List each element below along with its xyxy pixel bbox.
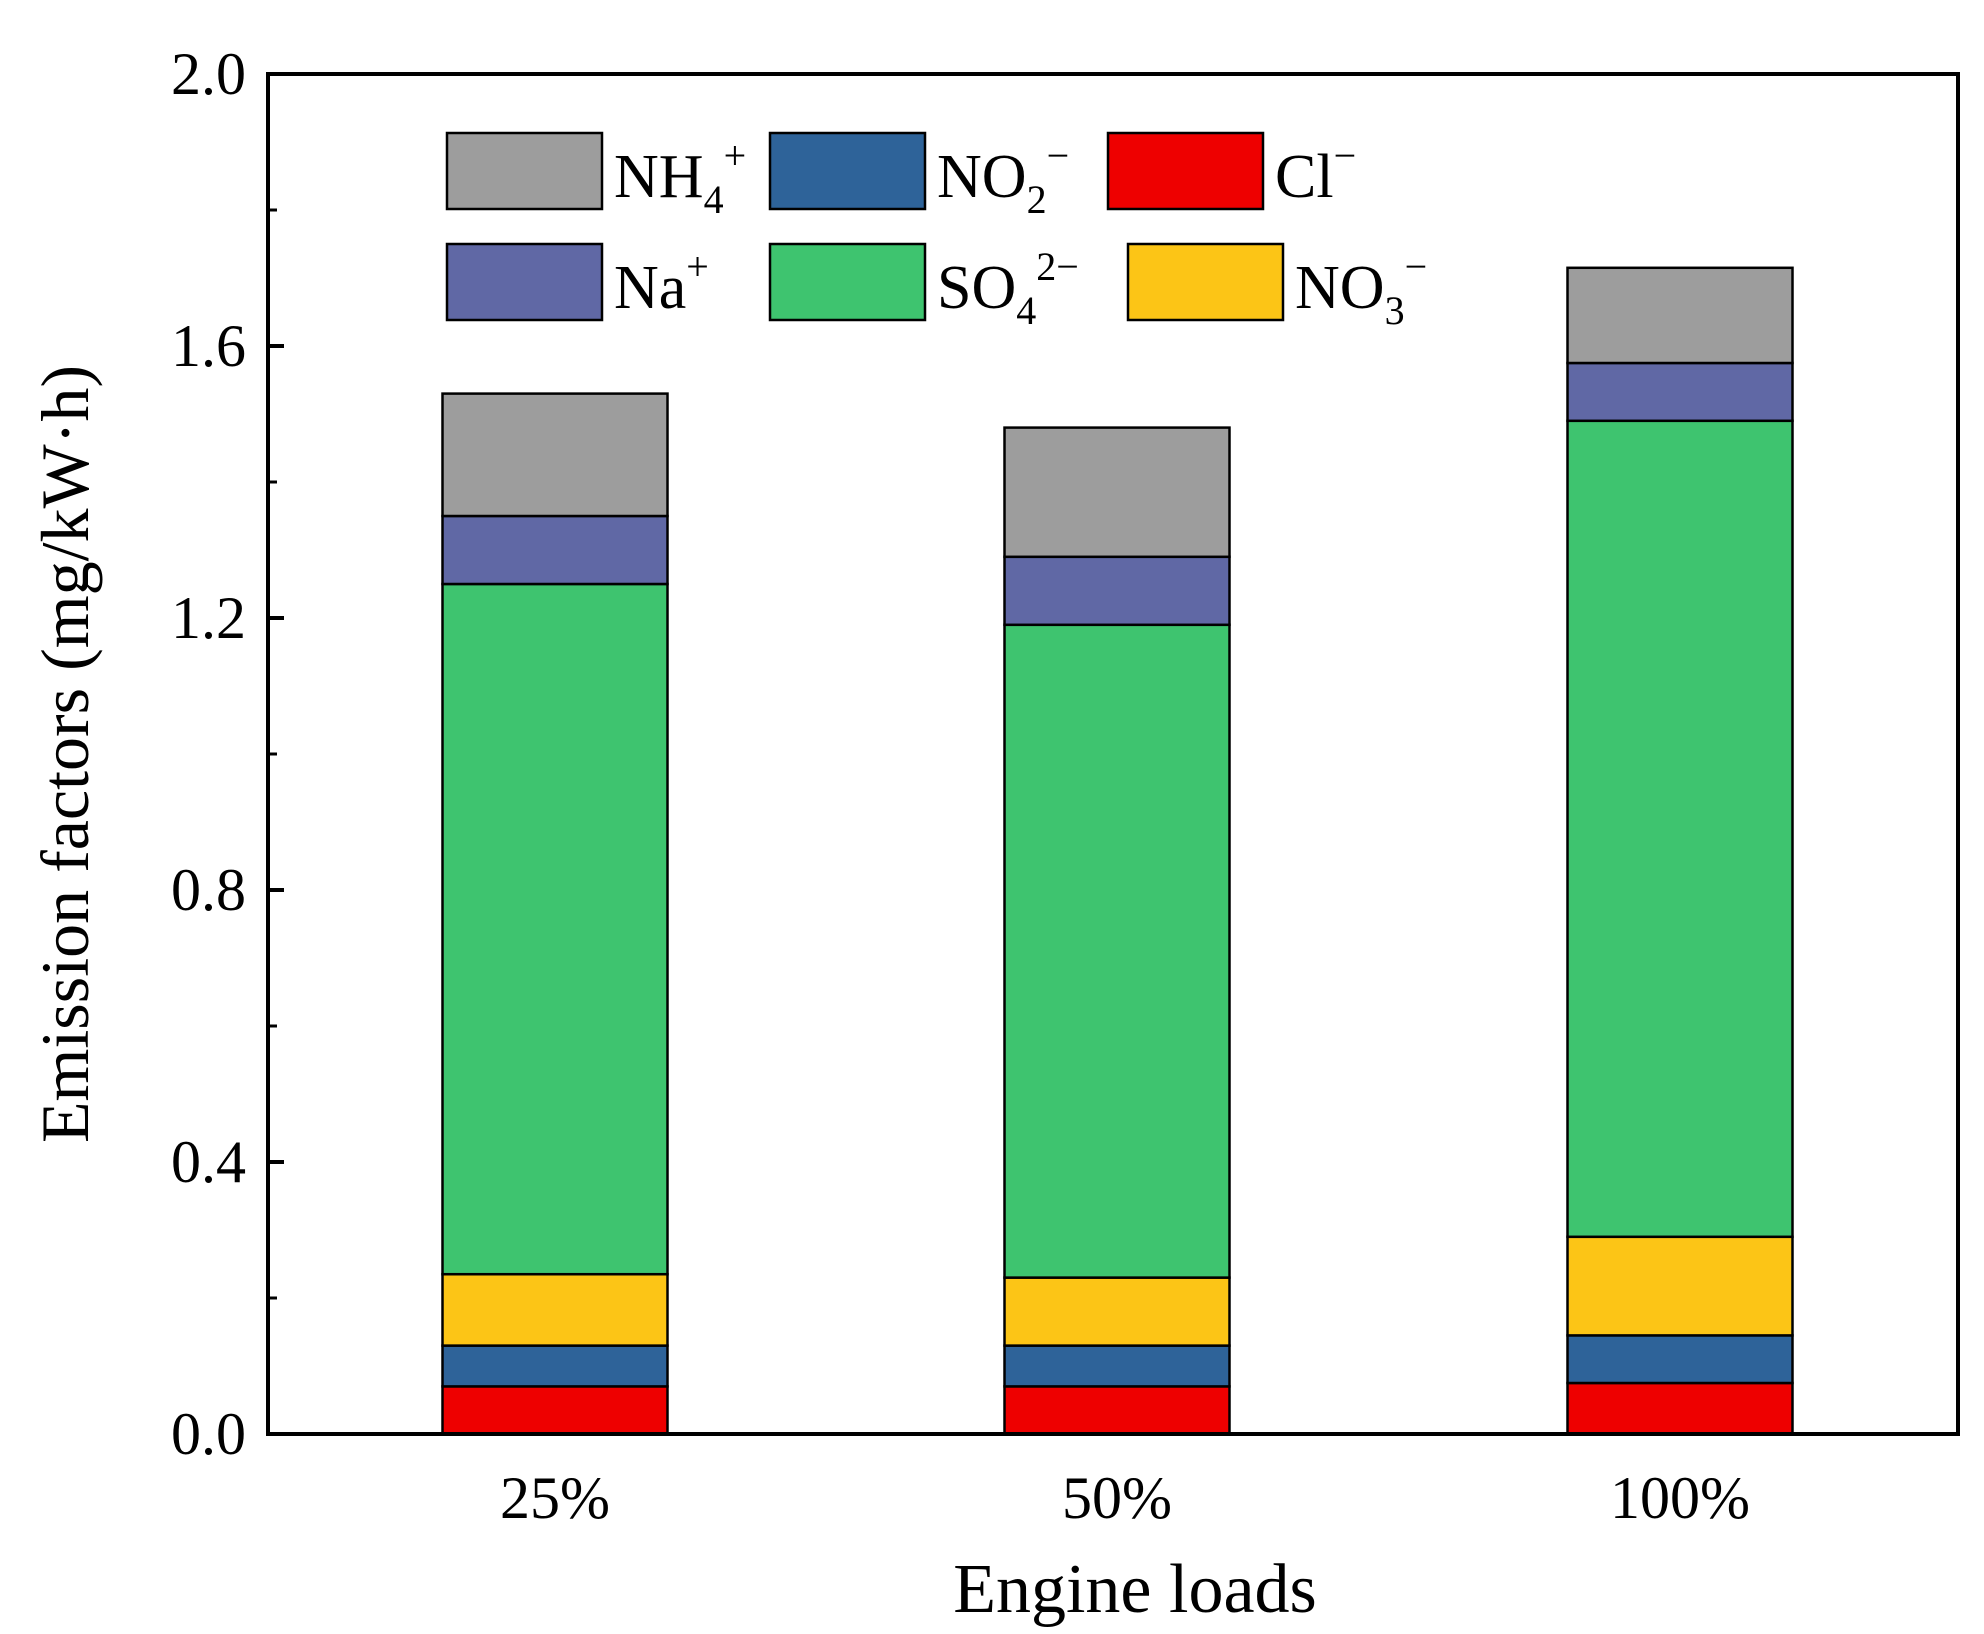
legend: NH4+ NO2− Cl− Na+ SO42− NO3− <box>445 131 1427 333</box>
bar-segment-no3-50 <box>1003 1276 1231 1347</box>
legend-label: NH4+ <box>614 133 746 222</box>
x-tick-label: 50% <box>1062 1465 1172 1531</box>
legend-swatch <box>445 242 604 322</box>
legend-swatch <box>768 242 927 322</box>
legend-label: Cl− <box>1275 133 1356 211</box>
legend-swatch <box>1126 242 1285 322</box>
bar-segment-no3-100 <box>1566 1235 1794 1337</box>
legend-swatch <box>1106 131 1265 211</box>
bar-segment-na-50 <box>1003 555 1231 627</box>
legend-label: NO2− <box>937 133 1069 222</box>
x-axis-title: Engine loads <box>953 1551 1317 1628</box>
bar-segment-nh4-50 <box>1003 426 1231 559</box>
bar-segment-so42-25 <box>441 582 669 1276</box>
bar-segment-cl-50 <box>1003 1385 1231 1436</box>
bar-segment-no2-25 <box>441 1344 669 1388</box>
legend-label: SO42− <box>937 244 1079 333</box>
legend-swatch <box>445 131 604 211</box>
y-tick-label: 1.6 <box>171 313 246 379</box>
legend-label: Na+ <box>614 244 709 322</box>
x-axis: 25% 50% 100% <box>500 1465 1750 1531</box>
legend-label: NO3− <box>1295 244 1427 333</box>
y-axis-title: Emission factors (mg/kW·h) <box>27 365 103 1143</box>
y-tick-label: 2.0 <box>171 41 246 107</box>
bar-segment-nh4-25 <box>441 392 669 518</box>
x-tick-label: 25% <box>500 1465 610 1531</box>
x-tick-label: 100% <box>1610 1465 1750 1531</box>
bar-segment-cl-25 <box>441 1385 669 1436</box>
bar-segment-no3-25 <box>441 1272 669 1347</box>
legend-item-na: Na+ <box>445 242 709 322</box>
legend-item-cl: Cl− <box>1106 131 1356 211</box>
legend-item-no2: NO2− <box>768 131 1069 222</box>
y-axis: 0.0 0.4 0.8 1.2 1.6 2.0 <box>171 41 284 1467</box>
bar-segment-so42-100 <box>1566 419 1794 1239</box>
y-tick-label: 0.4 <box>171 1129 246 1195</box>
legend-swatch <box>768 131 927 211</box>
y-tick-label: 1.2 <box>171 585 246 651</box>
bar-segment-nh4-100 <box>1566 266 1794 365</box>
bar-segment-so42-50 <box>1003 623 1231 1279</box>
y-tick-label: 0.0 <box>171 1401 246 1467</box>
bar-segment-cl-100 <box>1566 1381 1794 1436</box>
legend-item-so42: SO42− <box>768 242 1079 333</box>
bar-segment-na-25 <box>441 514 669 586</box>
legend-item-no3: NO3− <box>1126 242 1427 333</box>
bar-segment-no2-100 <box>1566 1334 1794 1385</box>
bars-group <box>441 266 1794 1436</box>
legend-item-nh4: NH4+ <box>445 131 746 222</box>
bar-segment-na-100 <box>1566 361 1794 423</box>
y-tick-label: 0.8 <box>171 857 246 923</box>
bar-segment-no2-50 <box>1003 1344 1231 1388</box>
